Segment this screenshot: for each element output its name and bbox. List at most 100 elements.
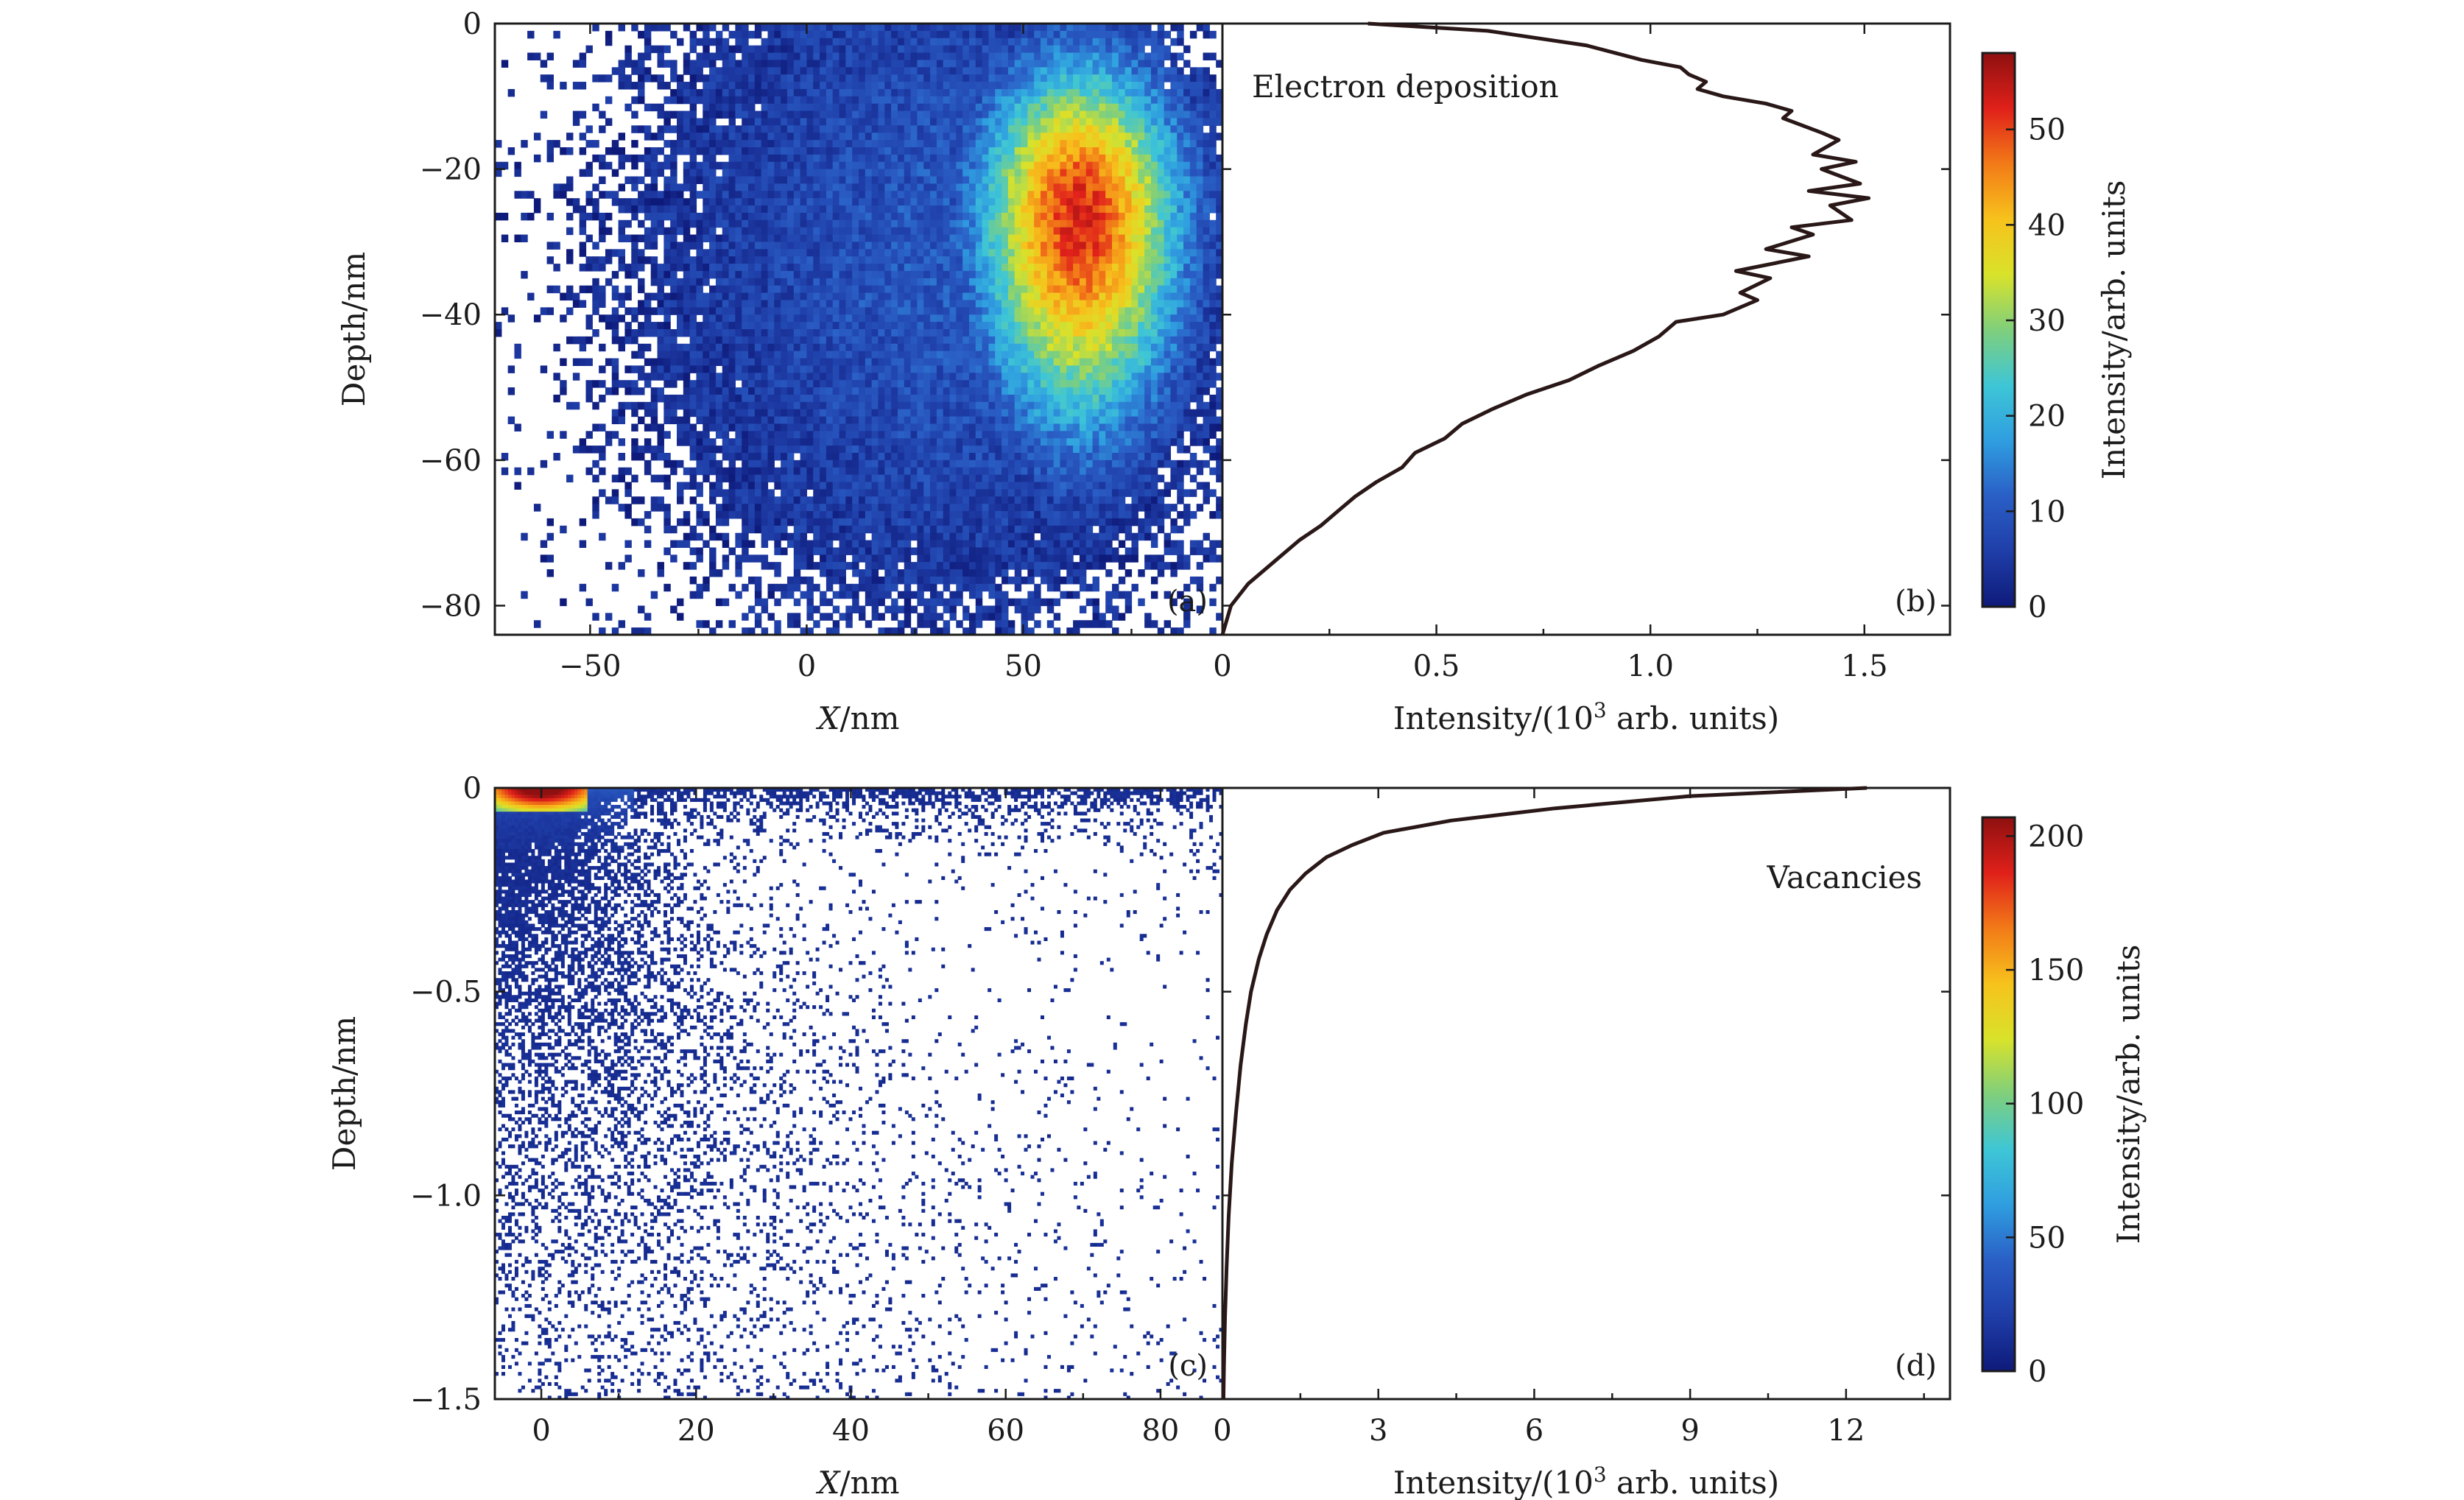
heat-cell — [956, 96, 963, 105]
heat-cell — [871, 292, 879, 301]
heat-cell — [748, 336, 756, 345]
heat-cell — [1177, 198, 1184, 206]
heat-cell — [585, 256, 593, 264]
heat-cell — [1079, 227, 1087, 236]
heat-cell — [813, 264, 820, 272]
heat-cell — [956, 416, 963, 425]
heat-cell — [786, 24, 795, 32]
heat-cell — [904, 401, 912, 410]
heat-cell — [1164, 256, 1172, 264]
heat-cell — [1099, 300, 1106, 308]
heat-cell — [599, 227, 606, 236]
heat-cell — [1203, 292, 1210, 301]
heat-cell — [1150, 409, 1158, 418]
heat-cell — [767, 270, 775, 279]
heat-cell — [820, 96, 827, 105]
heat-cell — [1177, 292, 1184, 301]
heat-cell — [722, 176, 730, 184]
heat-cell — [1112, 394, 1119, 403]
heat-cell — [1085, 176, 1094, 184]
heat-cell — [1085, 300, 1094, 308]
heat-cell — [1150, 118, 1158, 126]
heat-cell — [767, 329, 775, 337]
heat-cell — [1014, 401, 1022, 410]
heat-cell — [1021, 270, 1028, 279]
heat-cell — [878, 110, 885, 119]
heat-cell — [1014, 110, 1022, 119]
heat-cell — [1189, 394, 1197, 403]
heat-cell — [897, 191, 905, 199]
heat-cell — [891, 387, 898, 395]
heat-cell — [1053, 300, 1061, 308]
heat-cell — [923, 74, 931, 82]
heat-cell — [910, 191, 918, 199]
heat-cell — [1177, 183, 1184, 191]
heat-cell — [1079, 278, 1087, 286]
heat-cell — [910, 394, 918, 403]
heat-cell — [962, 88, 970, 97]
heat-cell — [1124, 60, 1133, 68]
heat-cell — [657, 394, 664, 403]
heat-cell — [1105, 176, 1113, 184]
heat-cell — [696, 67, 703, 75]
heat-cell — [891, 133, 898, 141]
heat-cell — [722, 38, 730, 46]
heat-cell — [696, 38, 703, 46]
heat-cell — [735, 45, 742, 54]
heat-cell — [859, 373, 866, 381]
heat-cell — [982, 45, 990, 54]
heat-cell — [670, 285, 677, 294]
heat-cell — [1007, 300, 1015, 308]
heat-cell — [988, 409, 996, 418]
heat-cell — [1124, 52, 1133, 60]
heat-cell — [839, 242, 846, 250]
heat-cell — [800, 24, 808, 32]
heat-cell — [1124, 161, 1133, 170]
heat-cell — [826, 300, 834, 308]
heat-cell — [715, 45, 723, 54]
heat-cell — [820, 365, 827, 373]
heat-cell — [663, 394, 671, 403]
heat-cell — [1189, 256, 1197, 264]
heat-cell — [1007, 292, 1015, 301]
heat-cell — [781, 198, 788, 206]
heat-cell — [611, 147, 619, 155]
heat-cell — [968, 394, 976, 403]
heat-cell — [1034, 60, 1041, 68]
heat-cell — [1177, 373, 1184, 381]
heat-cell — [1124, 147, 1133, 155]
heat-cell — [1046, 409, 1055, 418]
heat-cell — [663, 176, 671, 184]
heat-cell — [1189, 88, 1197, 97]
heat-cell — [728, 60, 736, 68]
heat-cell — [1034, 30, 1041, 39]
heat-cell — [754, 300, 762, 308]
heat-cell — [923, 373, 931, 381]
heat-cell — [683, 358, 691, 366]
heat-cell — [891, 191, 898, 199]
heat-cell — [728, 270, 736, 279]
heat-cell — [1118, 96, 1126, 105]
heat-cell — [1060, 300, 1067, 308]
heat-cell — [1027, 264, 1035, 272]
heat-cell — [1131, 336, 1138, 345]
heat-cell — [982, 140, 990, 148]
heat-cell — [793, 52, 801, 60]
heat-cell — [1099, 227, 1106, 236]
heat-cell — [1170, 270, 1178, 279]
heat-cell — [611, 67, 619, 75]
heat-cell — [968, 67, 976, 75]
heat-cell — [735, 191, 742, 199]
heat-cell — [865, 103, 873, 112]
heat-cell — [884, 351, 892, 359]
heat-cell — [826, 82, 834, 90]
heat-cell — [878, 351, 885, 359]
heat-cell — [988, 161, 996, 170]
heat-cell — [1183, 110, 1191, 119]
heat-cell — [800, 183, 808, 191]
heat-cell — [786, 125, 795, 133]
heat-cell — [696, 234, 703, 243]
heat-cell — [962, 242, 970, 250]
heat-cell — [1203, 409, 1210, 418]
heat-cell — [1177, 118, 1184, 126]
